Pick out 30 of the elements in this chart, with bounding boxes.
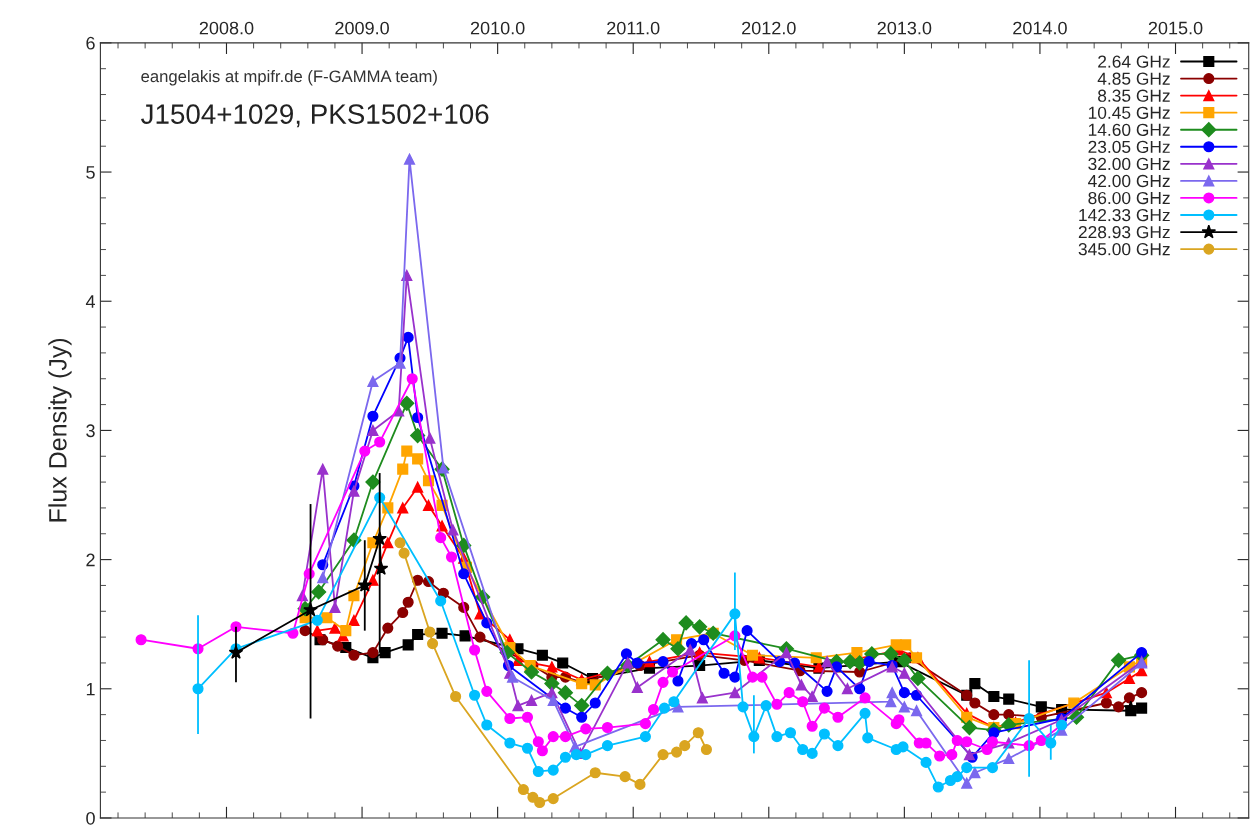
y-tick-label: 3 bbox=[86, 424, 95, 438]
x-tick-label: 2015.0 bbox=[1148, 21, 1203, 35]
text: J1504+1029, PKS1502+106 bbox=[141, 104, 489, 128]
y-tick-label: 2 bbox=[86, 553, 95, 567]
legend-label: 14.60 GHz bbox=[1088, 123, 1170, 136]
legend-label: 345.00 GHz bbox=[1078, 243, 1170, 256]
legend-label: 23.05 GHz bbox=[1088, 140, 1170, 154]
x-tick-label: 2008.0 bbox=[199, 21, 254, 35]
annotation: eangelakis at mpifr.de (F-GAMMA team) bbox=[141, 69, 437, 86]
x-tick-label: 2011.0 bbox=[607, 21, 660, 35]
legend-label: 32.00 GHz bbox=[1088, 157, 1170, 171]
y-tick-label: 0 bbox=[86, 811, 95, 825]
x-tick-label: 2010.0 bbox=[470, 21, 525, 35]
y-tick-label: 6 bbox=[86, 36, 95, 50]
legend-label: 10.45 GHz bbox=[1088, 106, 1170, 119]
legend-label: 86.00 GHz bbox=[1088, 191, 1170, 205]
x-tick-label: 2009.0 bbox=[335, 21, 389, 35]
x-tick-label: 2013.0 bbox=[877, 21, 932, 35]
legend-label: 8.35 GHz bbox=[1098, 89, 1170, 102]
legend-label: 4.85 GHz bbox=[1097, 72, 1170, 85]
y-tick-label: 5 bbox=[86, 166, 95, 179]
legend-label: 142.33 GHz bbox=[1079, 208, 1170, 222]
legend-label: 42.00 GHz bbox=[1088, 174, 1170, 188]
x-tick-label: 2014.0 bbox=[1013, 21, 1067, 35]
y-axis-title: Flux Density (Jy) bbox=[48, 338, 72, 522]
y-tick-label: 4 bbox=[85, 295, 96, 308]
legend-label: 228.93 GHz bbox=[1078, 225, 1170, 239]
x-tick-label: 2012.0 bbox=[742, 21, 796, 35]
legend-label: 2.64 GHz bbox=[1098, 55, 1170, 68]
y-tick-label: 1 bbox=[86, 682, 95, 696]
